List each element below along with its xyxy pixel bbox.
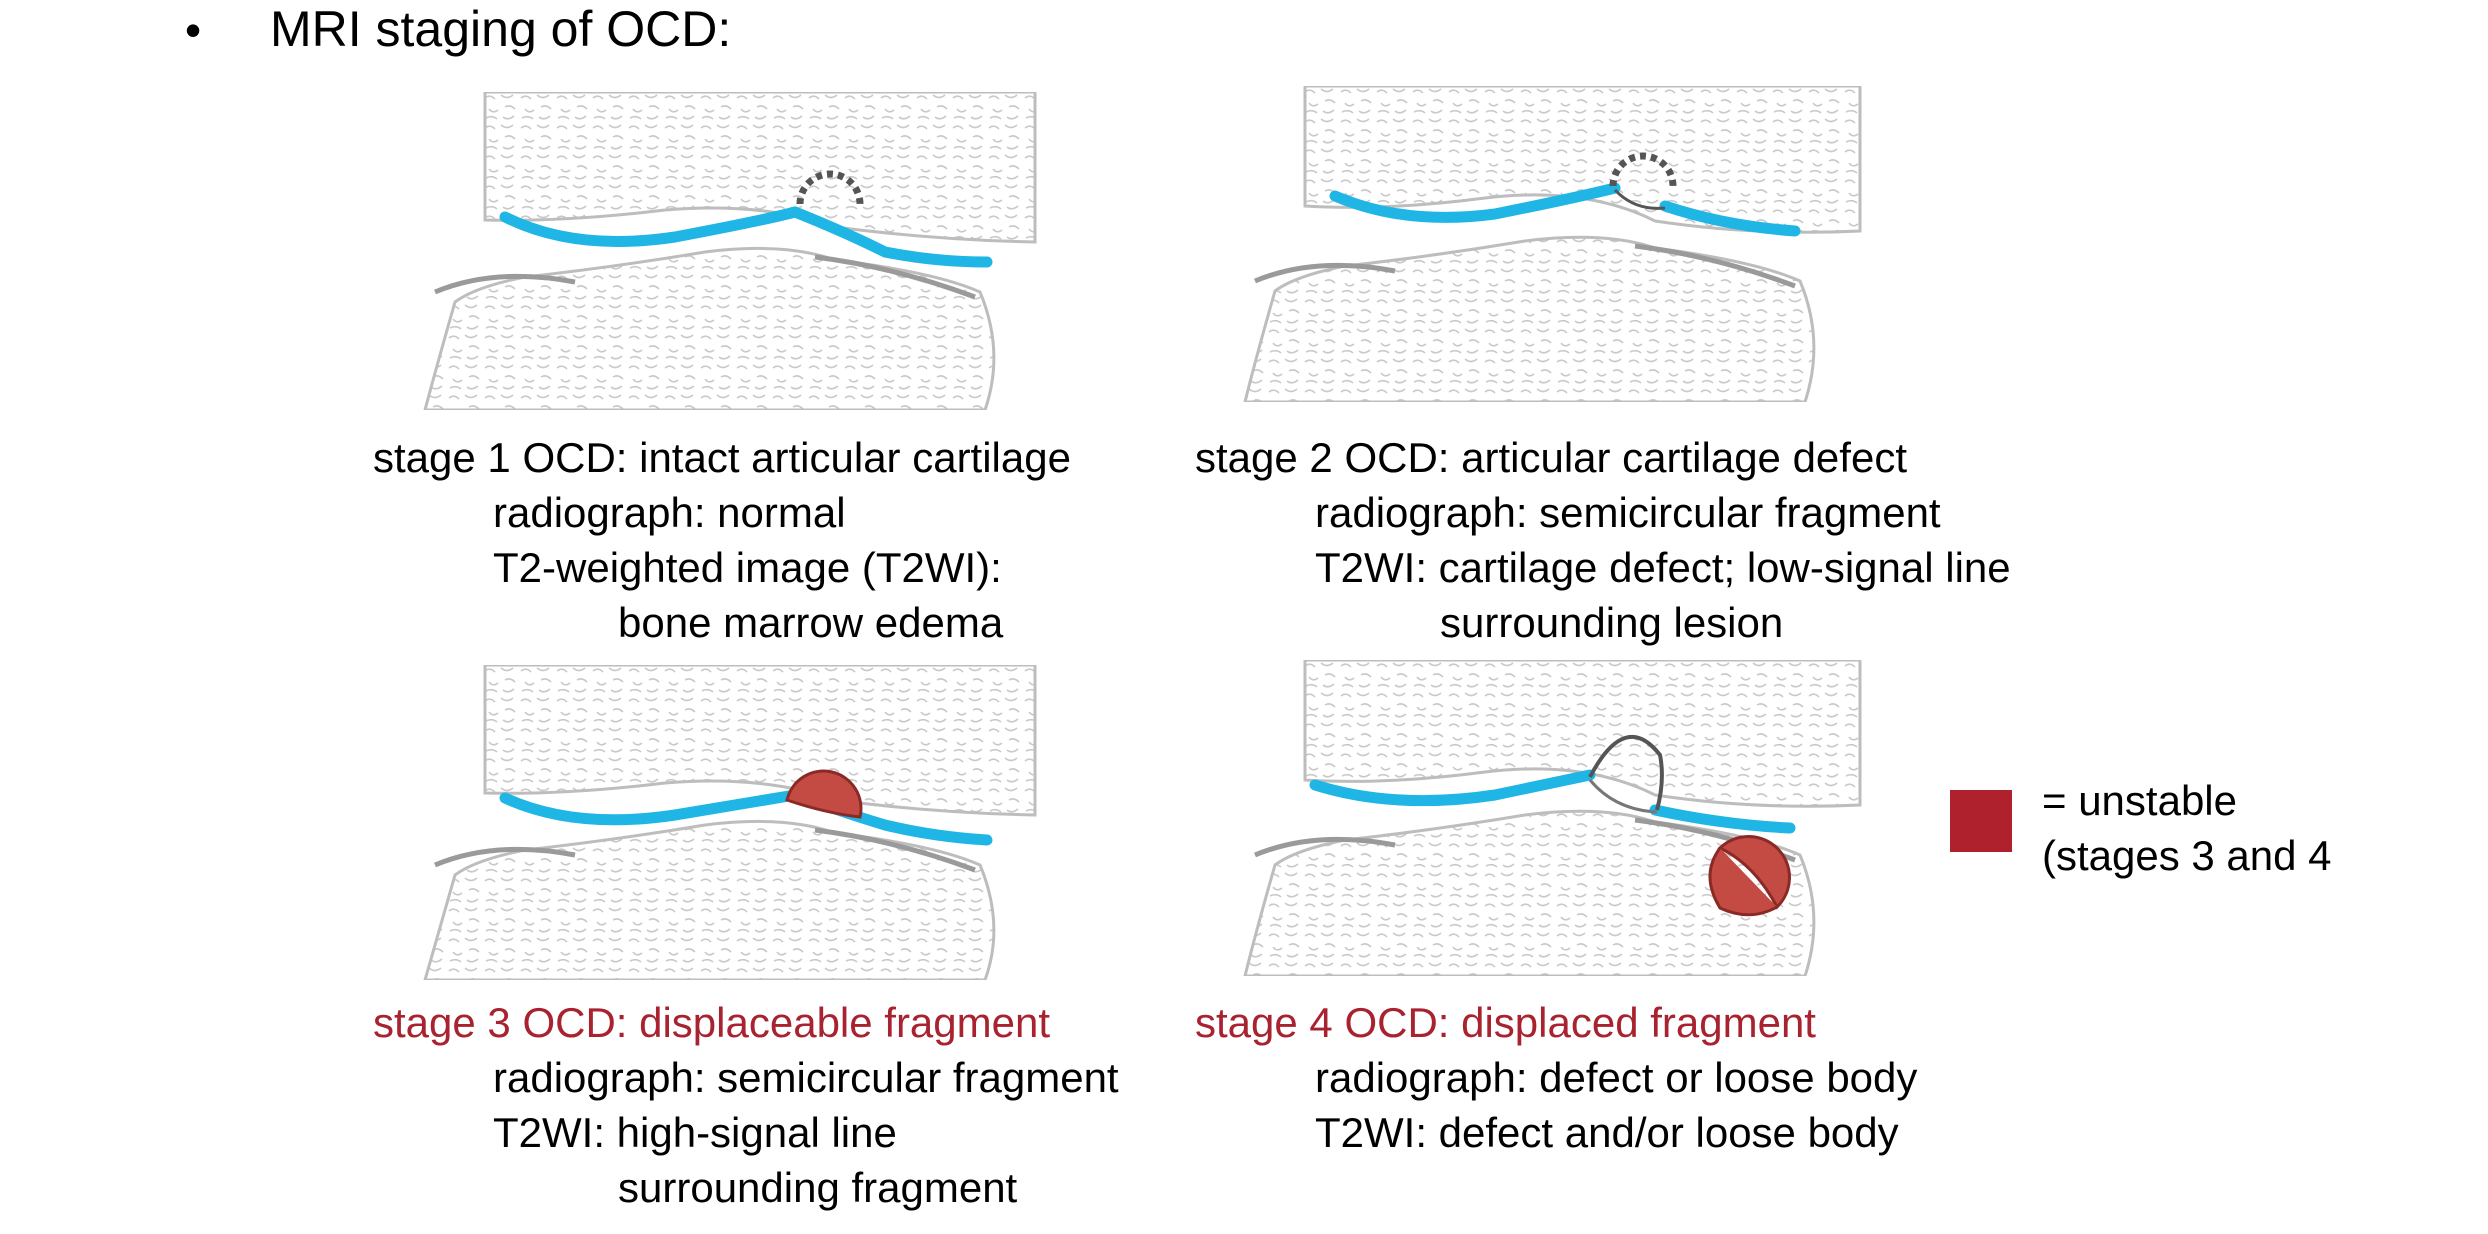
stage-4-title: stage 4 OCD: displaced fragment <box>1195 999 1816 1046</box>
stage-3-t2wi: T2WI: high-signal line <box>493 1109 897 1156</box>
legend-line-2: (stages 3 and 4 <box>2042 832 2332 879</box>
stage-1-t2wi-detail: bone marrow edema <box>618 599 1004 646</box>
stage-1-title: stage 1 OCD: intact articular cartilage <box>373 434 1071 481</box>
legend-line-1: = unstable <box>2042 777 2237 824</box>
stage-1-caption: stage 1 OCD: intact articular cartilage … <box>373 430 1071 650</box>
stage-4-radiograph: radiograph: defect or loose body <box>1315 1054 1918 1101</box>
bullet-point: • <box>185 4 202 56</box>
stage-3-radiograph: radiograph: semicircular fragment <box>493 1054 1119 1101</box>
stage-2-caption: stage 2 OCD: articular cartilage defect … <box>1195 430 2011 650</box>
stage-3-t2wi-detail: surrounding fragment <box>618 1164 1018 1211</box>
page-title: MRI staging of OCD: <box>270 1 732 57</box>
stage-2-title: stage 2 OCD: articular cartilage defect <box>1195 434 1907 481</box>
stage-2-illustration <box>1195 86 1875 402</box>
unstable-swatch <box>1950 790 2012 852</box>
stage-2-radiograph: radiograph: semicircular fragment <box>1315 489 1941 536</box>
loose-fragment <box>1717 834 1791 910</box>
stage-4-caption: stage 4 OCD: displaced fragment radiogra… <box>1195 995 1917 1160</box>
stage-3-illustration <box>375 665 1055 980</box>
legend-text: = unstable (stages 3 and 4 <box>2042 773 2332 883</box>
stage-1-illustration <box>375 92 1055 410</box>
stage-1-t2wi: T2-weighted image (T2WI): <box>493 544 1002 591</box>
stage-1-radiograph: radiograph: normal <box>493 489 846 536</box>
stage-2-t2wi-detail: surrounding lesion <box>1440 599 1784 646</box>
stage-3-title: stage 3 OCD: displaceable fragment <box>373 999 1051 1046</box>
displaceable-fragment <box>785 769 863 819</box>
stage-3-caption: stage 3 OCD: displaceable fragment radio… <box>373 995 1119 1215</box>
stage-2-t2wi: T2WI: cartilage defect; low-signal line <box>1315 544 2011 591</box>
stage-4-t2wi: T2WI: defect and/or loose body <box>1315 1109 1899 1156</box>
stage-4-illustration <box>1195 660 1875 976</box>
